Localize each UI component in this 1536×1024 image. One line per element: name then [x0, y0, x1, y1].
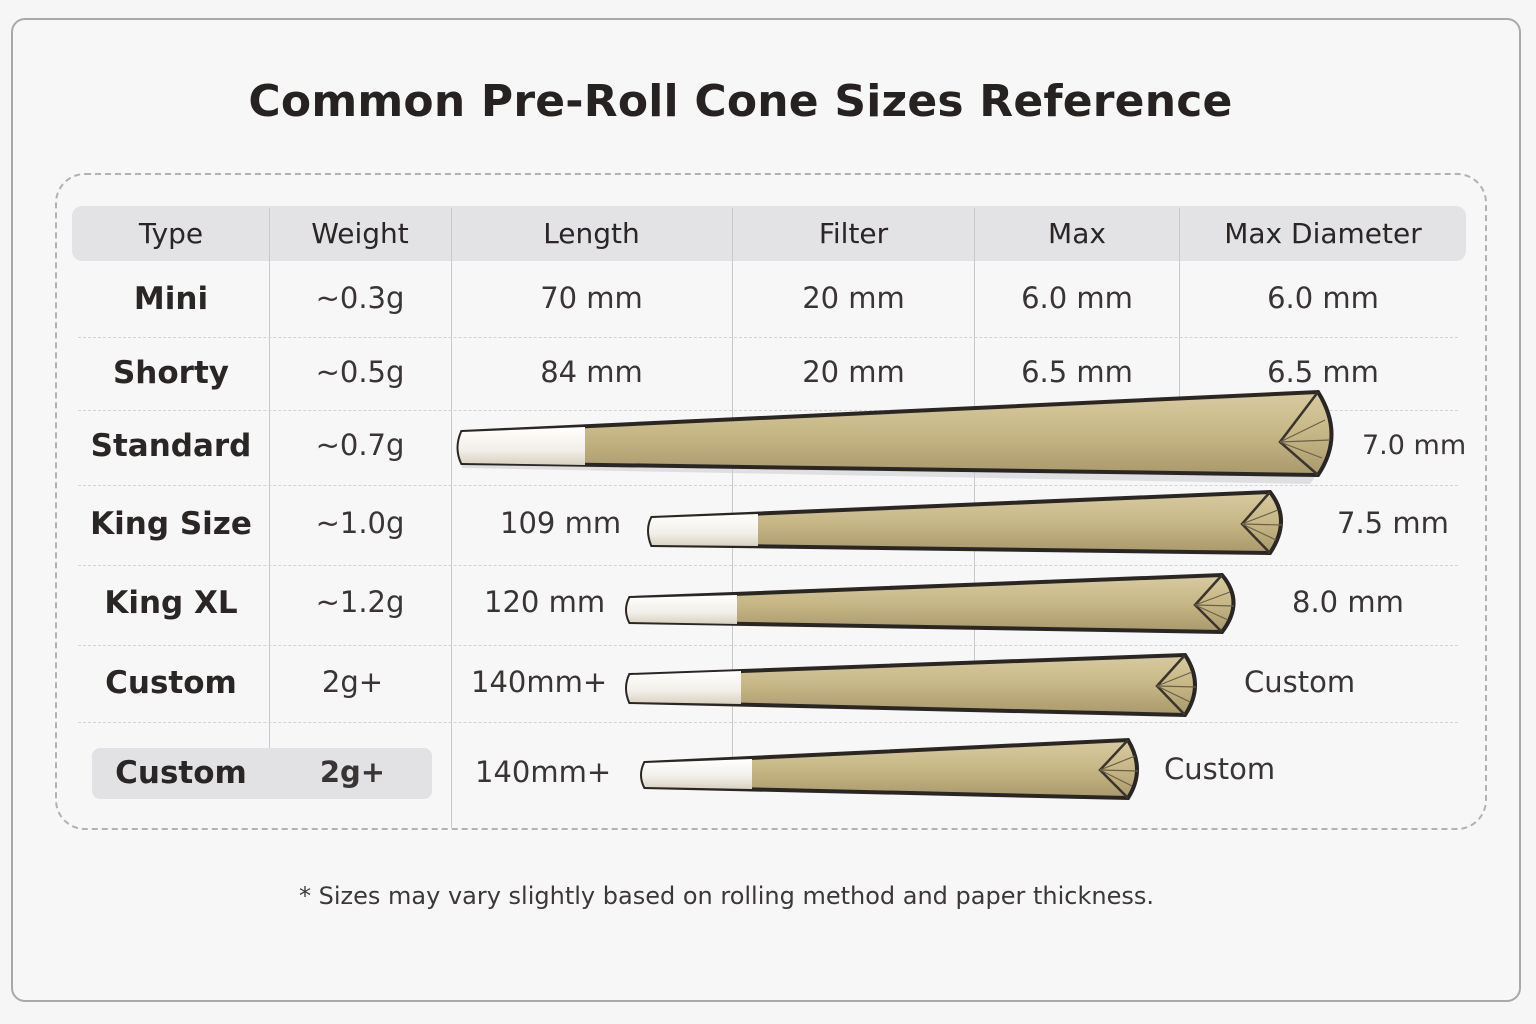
table-panel [55, 173, 1487, 830]
cell-weight: ~0.3g [315, 281, 405, 315]
column-divider [974, 208, 975, 668]
column-header-length: Length [543, 217, 640, 250]
column-header-max: Max [1048, 217, 1106, 250]
cell-type: Custom [105, 665, 237, 701]
cell-max: 6.0 mm [1021, 281, 1133, 315]
cell-max-diameter: 7.0 mm [1362, 430, 1467, 461]
cell-filter: 20 mm [802, 281, 905, 315]
cell-type: Mini [133, 281, 209, 317]
cell-weight: 2g+ [321, 665, 384, 699]
cell-filter: 20 mm [802, 355, 905, 389]
cell-max-diameter: 6.0 mm [1267, 281, 1379, 315]
row-divider [78, 565, 1458, 566]
cell-length: 120 mm [484, 585, 606, 619]
column-divider [451, 208, 452, 828]
row-divider [78, 410, 1458, 411]
cell-max: 6.5 mm [1021, 355, 1133, 389]
cell-weight: ~1.2g [315, 585, 405, 619]
table-header [72, 206, 1466, 261]
cell-length: 109 mm [500, 506, 622, 540]
cell-max-diameter: 8.0 mm [1292, 585, 1404, 619]
cell-max-diameter: 6.5 mm [1267, 355, 1379, 389]
cell-length: 70 mm [540, 281, 643, 315]
cell-type: King XL [104, 585, 238, 621]
column-divider [269, 208, 270, 798]
cell-type: King Size [90, 506, 252, 542]
cell-type: Custom [115, 755, 247, 791]
cell-length: 140mm+ [471, 665, 608, 699]
column-header-type: Type [138, 217, 204, 250]
row-divider [78, 485, 1458, 486]
highlighted-row-background [92, 748, 432, 799]
column-header-filter: Filter [818, 217, 889, 250]
cell-weight: 2g+ [319, 755, 386, 789]
row-divider [78, 337, 1458, 338]
row-divider [78, 645, 1458, 646]
cell-weight: ~0.5g [315, 355, 405, 389]
column-divider [1179, 208, 1180, 408]
column-header-weight: Weight [311, 217, 409, 250]
column-header-max-diameter: Max Diameter [1224, 217, 1422, 250]
row-divider [78, 722, 1458, 723]
cell-weight: ~1.0g [315, 506, 405, 540]
cell-type: Shorty [112, 355, 229, 391]
cell-max-diameter: 7.5 mm [1337, 506, 1449, 540]
cell-type: Standard [90, 428, 252, 464]
cell-max-diameter: Custom [1244, 665, 1356, 699]
footnote: * Sizes may vary slightly based on rolli… [299, 882, 1154, 910]
cell-length: 140mm+ [475, 755, 612, 789]
cell-weight: ~0.7g [315, 428, 405, 462]
page-title: Common Pre-Roll Cone Sizes Reference [248, 76, 1233, 127]
cell-length: 84 mm [540, 355, 643, 389]
cell-max-diameter: Custom [1164, 752, 1276, 786]
